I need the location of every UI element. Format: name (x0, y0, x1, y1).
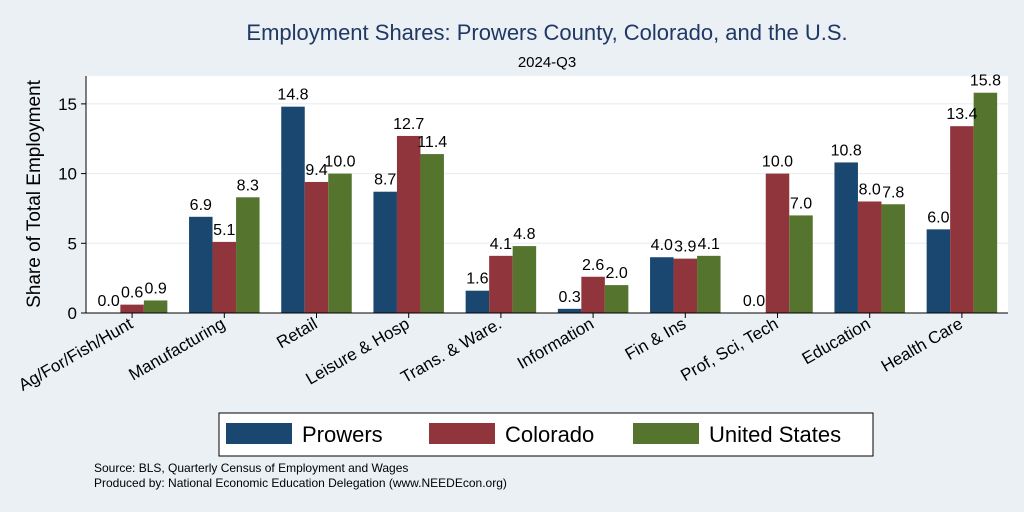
legend-swatch-united-states (633, 423, 699, 444)
chart-subtitle: 2024-Q3 (518, 54, 576, 71)
bar-prowers (465, 290, 490, 313)
legend-swatch-colorado (429, 423, 495, 444)
y-tick-label: 15 (58, 95, 77, 114)
bar-value-label: 12.7 (393, 116, 424, 133)
legend-swatch-prowers (226, 423, 292, 444)
bar-value-label: 5.1 (213, 222, 235, 239)
bar-colorado (950, 126, 974, 313)
bar-prowers (281, 106, 305, 313)
bar-value-label: 8.7 (374, 172, 396, 189)
bar-value-label: 4.0 (651, 237, 673, 254)
legend: Prowers Colorado United States (218, 412, 874, 457)
x-tick-label: Trans. & Ware. (397, 314, 504, 387)
bar-value-label: 7.8 (882, 184, 904, 201)
bar-united-states (697, 255, 721, 313)
legend-label: Prowers (302, 422, 383, 447)
y-axis-label: Share of Total Employment (24, 79, 45, 307)
bar-united-states (512, 246, 537, 313)
bar-value-label: 0.6 (121, 285, 143, 302)
bar-value-label: 10.0 (762, 154, 793, 171)
footer-produced-by: Produced by: National Economic Education… (94, 476, 507, 490)
bars (120, 92, 998, 314)
bar-value-label: 0.0 (743, 293, 765, 310)
x-tick-label: Information (514, 314, 597, 373)
chart-title: Employment Shares: Prowers County, Color… (246, 20, 847, 45)
x-tick-label: Ag/For/Fish/Hunt (15, 314, 136, 395)
bar-united-states (420, 154, 444, 313)
bar-value-labels: 0.0 0.6 0.96.95.18.314.89.410.08.712.711.4… (97, 73, 1001, 310)
bar-colorado (581, 276, 605, 313)
bar-prowers (373, 191, 397, 313)
bar-value-label: 2.0 (605, 265, 627, 282)
y-tick-label: 0 (68, 304, 77, 323)
bar-colorado (304, 181, 329, 313)
bar-united-states (236, 197, 260, 313)
bar-value-label: 10.0 (324, 154, 355, 171)
bar-colorado (857, 201, 882, 313)
bar-value-label: 14.8 (277, 87, 308, 104)
bar-united-states (328, 173, 352, 313)
x-tick-label: Manufacturing (125, 314, 228, 384)
bar-value-label: 2.6 (582, 257, 604, 274)
bar-united-states (973, 92, 998, 314)
bar-value-label: 15.8 (970, 73, 1001, 90)
x-tick-label: Leisure & Hosp (303, 314, 413, 389)
legend-box (218, 412, 874, 457)
bar-value-label: 10.8 (831, 142, 862, 159)
y-tick-label: 5 (68, 234, 77, 253)
bar-united-states (789, 215, 813, 313)
bar-colorado (120, 304, 144, 313)
bar-value-label: 7.0 (790, 195, 812, 212)
bar-value-label: 1.6 (466, 271, 488, 288)
bar-colorado (765, 173, 790, 313)
bar-value-label: 8.3 (237, 177, 259, 194)
footer-source: Source: BLS, Quarterly Census of Employm… (94, 461, 408, 475)
bar-prowers (650, 257, 674, 313)
bar-value-label: 13.4 (946, 106, 977, 123)
x-tick-label: Fin & Ins (622, 314, 690, 364)
bar-prowers (834, 162, 858, 313)
bar-value-label: 4.1 (698, 236, 720, 253)
bar-value-label: 3.9 (674, 239, 696, 256)
y-tick-label: 10 (58, 165, 77, 184)
bar-united-states (881, 204, 905, 313)
bar-value-label: 0.9 (144, 280, 166, 297)
bar-united-states (604, 285, 629, 313)
bar-colorado (212, 241, 237, 313)
bar-colorado (396, 135, 421, 313)
bar-value-label: 4.1 (490, 236, 512, 253)
x-tick-label: Education (799, 314, 874, 368)
bar-value-label: 8.0 (859, 181, 881, 198)
bar-value-label: 4.8 (513, 226, 535, 243)
bar-prowers (926, 229, 951, 313)
x-tick-label: Health Care (878, 314, 966, 376)
bar-value-label: 11.4 (417, 134, 447, 151)
bar-value-label: 0.3 (558, 289, 580, 306)
legend-label: United States (709, 422, 841, 447)
bar-colorado (489, 255, 513, 313)
bar-prowers (557, 308, 582, 313)
bar-prowers (189, 216, 213, 313)
y-axis-ticks: 0 5 10 15 (58, 95, 86, 323)
bar-colorado (673, 258, 698, 313)
x-tick-label: Prof, Sci, Tech (677, 314, 781, 385)
legend-label: Colorado (505, 422, 594, 447)
bar-united-states (143, 300, 168, 313)
x-tick-label: Retail (273, 314, 320, 352)
bar-value-label: 0.0 (97, 293, 119, 310)
bar-value-label: 9.4 (305, 162, 327, 179)
bar-value-label: 6.9 (190, 197, 212, 214)
bar-value-label: 6.0 (927, 209, 949, 226)
